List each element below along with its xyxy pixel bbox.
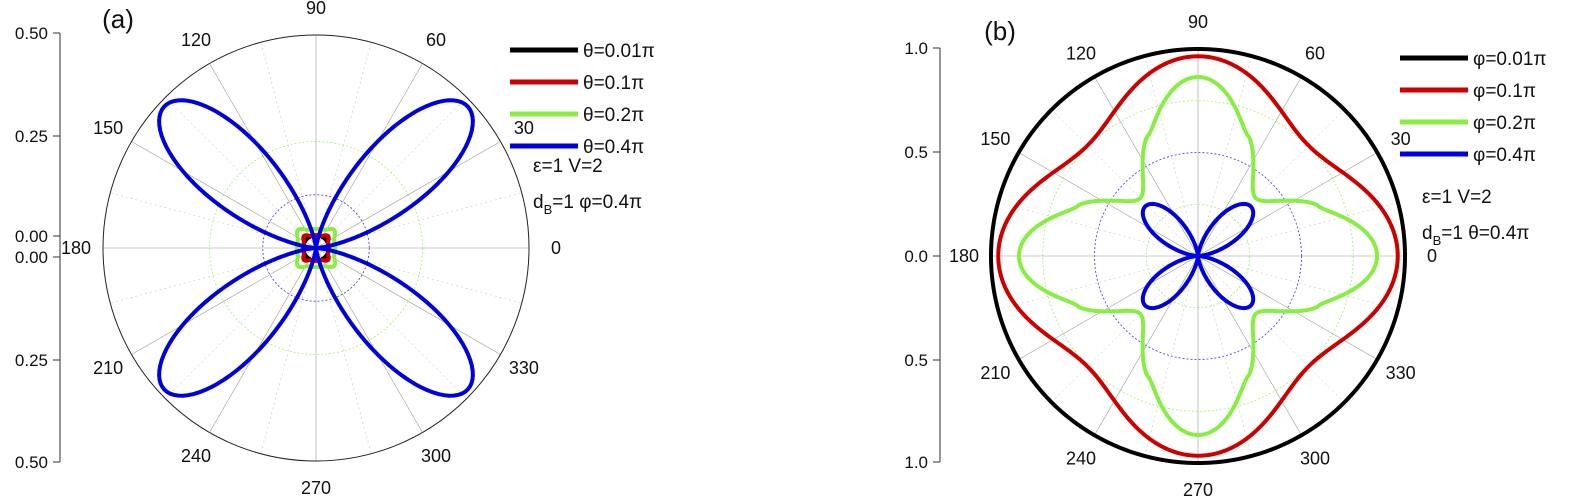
angle-label: 270: [1183, 480, 1213, 500]
series-curve-3: [294, 226, 338, 270]
grid-minor-spoke: [165, 247, 317, 399]
angle-label: 60: [426, 30, 446, 50]
radial-tick-label: 0.50: [15, 453, 48, 472]
grid-spoke: [315, 247, 501, 355]
radial-tick-label: 0.25: [15, 351, 48, 370]
grid-spoke: [315, 247, 423, 433]
grid-minor-spoke: [1197, 109, 1345, 257]
annotation-line-1: ε=1 V=2: [533, 156, 603, 177]
radial-tick-label: 0.50: [15, 24, 48, 43]
grid-spoke: [131, 247, 317, 355]
grid-minor-spoke: [315, 247, 467, 399]
grid-spoke: [315, 63, 423, 249]
panel-label: (a): [102, 4, 134, 34]
legend-label: φ=0.01π: [1473, 49, 1547, 70]
angle-label: 240: [1066, 449, 1096, 469]
grid-spoke: [1197, 255, 1378, 360]
grid-minor-spoke: [1051, 109, 1199, 257]
legend-label: θ=0.01π: [583, 41, 655, 62]
polar-panel-b: (b) 1.0 0.5 0.0 0.5 1.0 0 30 60 90 120 150 180 210 240…: [904, 12, 1546, 500]
angle-label: 90: [1188, 12, 1208, 32]
angle-label: 330: [509, 358, 539, 378]
angle-label: 120: [1066, 43, 1096, 63]
annotation-line-1: ε=1 V=2: [1422, 187, 1492, 208]
angle-label: 0: [1427, 246, 1437, 266]
angle-label: 150: [980, 129, 1010, 149]
angle-label: 240: [181, 446, 211, 466]
series-curve-2: [996, 54, 1400, 458]
grid-spoke: [1197, 255, 1302, 436]
series-curve-4: [1140, 201, 1256, 311]
grid-spoke: [209, 247, 317, 433]
grid-minor-spoke: [315, 97, 467, 249]
grid-minor-spoke: [1051, 255, 1199, 403]
legend-label: φ=0.2π: [1473, 113, 1536, 134]
angle-label: 330: [1386, 363, 1416, 383]
grid-spoke: [1197, 76, 1302, 257]
grid-minor-spoke: [1197, 55, 1252, 257]
radial-tick-label: 0.5: [904, 143, 928, 162]
grid-minor-spoke: [165, 97, 317, 249]
radial-tick-label: 0.25: [15, 127, 48, 146]
angle-label: 270: [301, 478, 331, 498]
panel-label: (b): [984, 16, 1016, 46]
angle-label: 210: [980, 363, 1010, 383]
radial-tick-label: 1.0: [904, 453, 928, 472]
grid-spoke: [131, 141, 317, 249]
angle-label: 90: [306, 0, 326, 18]
legend-label: θ=0.2π: [583, 105, 644, 126]
grid-spoke: [209, 63, 317, 249]
legend-label: θ=0.1π: [583, 73, 644, 94]
legend-label: φ=0.4π: [1473, 145, 1536, 166]
grid-spoke: [1094, 255, 1199, 436]
grid-spoke: [315, 141, 501, 249]
series-curve-4: [157, 98, 475, 398]
grid-minor-spoke: [1197, 255, 1252, 457]
angle-label: 0: [551, 238, 561, 258]
radial-tick-label: 1.0: [904, 39, 928, 58]
grid-spoke: [1018, 152, 1199, 257]
legend-label: φ=0.1π: [1473, 81, 1536, 102]
radial-tick-label: 0.00: [15, 227, 48, 246]
angle-label: 180: [61, 238, 91, 258]
series-curve-1: [989, 47, 1407, 465]
grid-spoke: [1094, 76, 1199, 257]
angle-label: 120: [181, 30, 211, 50]
grid-spoke: [1018, 255, 1199, 360]
grid-spoke: [1197, 152, 1378, 257]
polar-panel-a: (a) 0.50 0.25 0.00 0.00 0.25 0.50 0 30 60 90 120 150…: [15, 0, 655, 498]
angle-label: 300: [1300, 449, 1330, 469]
radial-tick-label: 0.00: [15, 248, 48, 267]
legend-label: θ=0.4π: [583, 137, 644, 158]
angle-label: 30: [514, 118, 534, 138]
series-curve-3: [1016, 74, 1380, 438]
radial-tick-label: 0.5: [904, 351, 928, 370]
angle-label: 210: [93, 358, 123, 378]
angle-label: 300: [421, 446, 451, 466]
angle-label: 30: [1391, 129, 1411, 149]
angle-label: 150: [93, 118, 123, 138]
annotation-line-2: dB=1 φ=0.4π: [533, 192, 642, 217]
angle-label: 180: [949, 246, 979, 266]
annotation-line-2: dB=1 θ=0.4π: [1422, 223, 1529, 248]
polar-frame: [102, 34, 530, 462]
radial-tick-label: 0.0: [904, 247, 928, 266]
angle-label: 60: [1305, 43, 1325, 63]
